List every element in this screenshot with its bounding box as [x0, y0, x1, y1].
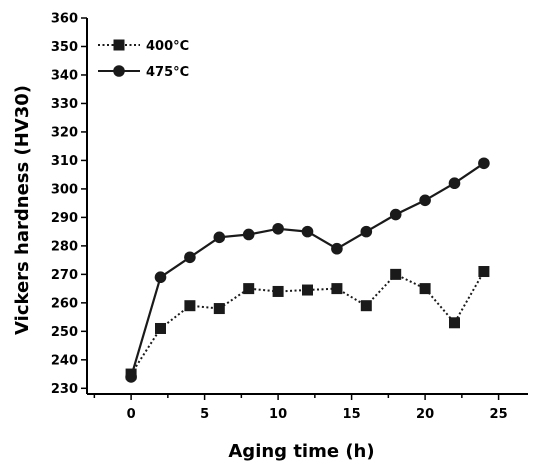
data-point-circle	[242, 228, 255, 241]
data-point-circle	[113, 65, 125, 77]
y-tick-label: 290	[51, 211, 78, 226]
y-tick-label: 350	[51, 40, 78, 55]
data-point-square	[478, 266, 490, 278]
data-point-square	[360, 300, 372, 312]
y-axis-title: Vickers hardness (HV30)	[12, 85, 33, 335]
data-point-square	[155, 322, 166, 334]
data-point-circle	[389, 208, 402, 221]
x-tick-label: 25	[490, 407, 508, 422]
data-point-square	[184, 300, 196, 312]
legend-label: 475°C	[146, 65, 189, 80]
x-axis-title: Aging time (h)	[228, 441, 374, 462]
legend-label: 400°C	[146, 39, 189, 54]
data-point-circle	[360, 225, 373, 238]
data-point-circle	[154, 271, 167, 284]
data-point-circle	[184, 251, 196, 264]
series-layer	[125, 157, 490, 383]
data-point-square	[419, 283, 431, 295]
data-point-circle	[478, 157, 490, 170]
x-tick-label: 0	[127, 407, 136, 422]
data-point-circle	[331, 242, 343, 255]
y-tick-label: 300	[51, 182, 78, 197]
data-point-circle	[125, 371, 137, 383]
data-point-square	[213, 303, 225, 315]
legend-entry-1: 400°C	[98, 39, 189, 54]
data-point-square	[272, 285, 284, 297]
y-tick-label: 340	[51, 68, 78, 83]
data-point-circle	[213, 231, 226, 244]
y-tick-label: 240	[51, 353, 78, 368]
series-2	[125, 157, 490, 383]
x-tick-label: 20	[416, 407, 434, 422]
y-tick-label: 310	[51, 154, 78, 169]
y-tick-label: 260	[51, 296, 78, 311]
legend: 400°C 475°C	[98, 39, 189, 80]
series-line	[130, 162, 485, 378]
y-tick-label: 360	[51, 12, 78, 27]
y-tick-label: 330	[51, 97, 78, 112]
data-point-circle	[272, 222, 284, 235]
x-tick-label: 15	[343, 407, 361, 422]
x-tick-label: 10	[269, 407, 287, 422]
y-tick-label: 250	[51, 325, 78, 340]
y-tick-label: 230	[51, 382, 78, 397]
y-tick-label: 280	[51, 239, 78, 254]
data-point-square	[113, 39, 125, 51]
data-point-square	[331, 283, 343, 295]
data-point-circle	[301, 225, 314, 238]
x-tick-label: 5	[200, 407, 209, 422]
y-tick-label: 270	[51, 268, 78, 283]
legend-entry-2: 475°C	[98, 65, 189, 80]
data-point-circle	[419, 194, 431, 207]
y-tick-label: 320	[51, 125, 78, 140]
data-point-square	[243, 283, 255, 295]
axis-ticks: 2302402502602702802903003103203303403503…	[51, 12, 508, 423]
data-point-square	[390, 268, 402, 280]
series-1	[125, 266, 490, 380]
data-point-square	[302, 284, 313, 296]
data-point-circle	[448, 177, 461, 190]
data-point-square	[449, 317, 460, 329]
